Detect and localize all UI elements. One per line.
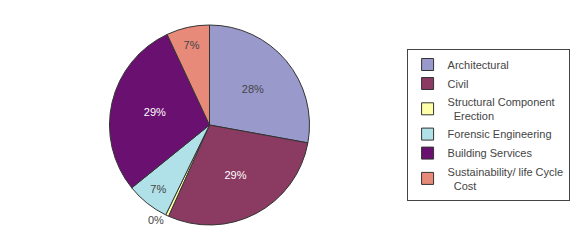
- svg-text:Civil: Civil: [448, 78, 469, 90]
- svg-text:7%: 7%: [184, 39, 200, 51]
- svg-text:29%: 29%: [224, 169, 246, 181]
- svg-text:Structural Component Erection: Structural Component Erection: [448, 96, 555, 122]
- svg-text:28%: 28%: [242, 83, 264, 95]
- svg-text:0%: 0%: [148, 214, 164, 226]
- svg-text:Sustainability/ life Cycle Co: Sustainability/ life Cycle Cost: [448, 166, 564, 192]
- svg-text:Architectural: Architectural: [448, 59, 509, 71]
- svg-text:29%: 29%: [144, 106, 166, 118]
- svg-text:Forensic Engineering: Forensic Engineering: [448, 128, 552, 140]
- svg-text:Building Services: Building Services: [448, 147, 533, 159]
- svg-text:7%: 7%: [150, 183, 166, 195]
